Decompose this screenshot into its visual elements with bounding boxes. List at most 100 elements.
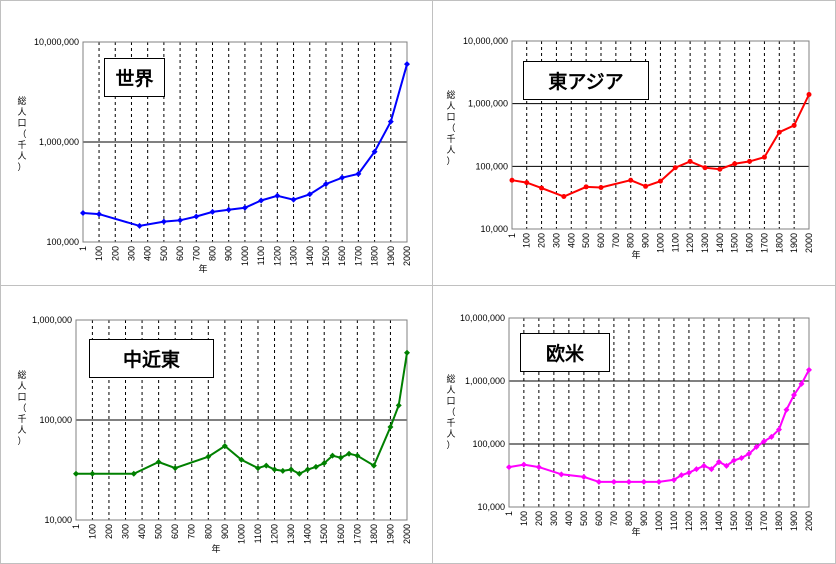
data-point [685, 469, 692, 476]
x-tick-label: 800 [624, 511, 634, 526]
data-point [355, 170, 362, 177]
x-tick-label: 1000 [240, 246, 250, 266]
data-point [693, 466, 700, 473]
y-axis-label: 総人口（千人） [446, 89, 455, 167]
x-tick-label: 1300 [700, 233, 710, 253]
x-axis-label: 年 [631, 249, 640, 261]
x-tick-label: 900 [641, 233, 651, 248]
data-point [404, 61, 410, 68]
data-point [628, 177, 634, 183]
x-tick-label: 1100 [253, 524, 263, 543]
x-tick-label: 900 [224, 246, 234, 261]
data-point [672, 165, 678, 171]
chart-panel-east-asia: 10,000 100,000 1,000,000 10,000,000 1 100 200 3… [433, 0, 836, 285]
data-point [745, 450, 752, 457]
x-tick-label: 1300 [286, 524, 296, 544]
x-tick-label: 1700 [759, 233, 769, 253]
x-tick-label: 600 [175, 246, 185, 261]
x-tick-label: 400 [564, 511, 574, 526]
x-tick-label: 1300 [289, 246, 299, 266]
data-point [700, 462, 707, 469]
data-point [708, 466, 715, 473]
x-tick-label: 800 [208, 246, 218, 261]
data-point [790, 391, 797, 398]
data-point [791, 122, 797, 128]
plot-frame [511, 40, 810, 230]
data-point [806, 366, 812, 373]
data-point [730, 457, 737, 464]
x-tick-label: 200 [537, 233, 547, 248]
x-tick-label: 700 [191, 246, 201, 261]
x-tick-label: 600 [596, 233, 606, 248]
x-tick-label: 1600 [745, 233, 755, 253]
data-point [387, 118, 394, 125]
x-tick-label: 1700 [759, 511, 769, 531]
data-point [640, 478, 647, 485]
chart-title: 中近東 [89, 339, 214, 378]
x-tick-label: 1900 [789, 511, 799, 531]
x-tick-label: 300 [126, 246, 136, 261]
x-tick-label: 1900 [386, 246, 396, 266]
x-tick-label: 1400 [714, 511, 724, 531]
x-tick-label: 1500 [730, 233, 740, 253]
data-point [539, 185, 545, 191]
data-point [404, 349, 410, 356]
data-point [321, 460, 328, 467]
x-tick-label: 1500 [319, 524, 329, 544]
data-point [346, 450, 353, 457]
y-tick-label: 10,000,000 [460, 313, 505, 323]
data-point [524, 180, 530, 186]
y-tick-label: 10,000 [477, 502, 505, 512]
x-tick-label: 1100 [670, 233, 680, 252]
data-point [354, 452, 361, 459]
chart-title: 欧米 [520, 333, 610, 372]
data-point [583, 184, 589, 190]
data-point [625, 478, 632, 485]
data-point [655, 478, 662, 485]
x-tick-label: 700 [187, 524, 197, 539]
x-tick-label: 2000 [402, 246, 412, 266]
x-tick-label: 1900 [789, 233, 799, 253]
data-point [209, 208, 216, 215]
data-point [687, 158, 693, 164]
x-tick-label: 1700 [352, 524, 362, 544]
data-point [561, 194, 567, 200]
x-tick-label: 200 [110, 246, 120, 261]
x-tick-label: 300 [549, 511, 559, 526]
x-axis-label: 年 [211, 543, 220, 555]
chart-panel-west: 10,000 100,000 1,000,000 10,000,000 1 100 200 3… [433, 286, 836, 564]
data-point [776, 129, 782, 135]
y-tick-label: 10,000,000 [34, 37, 79, 47]
x-tick-label: 800 [626, 233, 636, 248]
x-tick-label: 2000 [804, 233, 814, 253]
data-point [753, 443, 760, 450]
data-point [732, 161, 738, 167]
x-tick-label: 1000 [654, 511, 664, 531]
data-point [715, 458, 722, 465]
data-point [241, 204, 248, 211]
data-point [558, 471, 565, 478]
x-tick-label: 500 [579, 511, 589, 526]
x-tick-label: 500 [581, 233, 591, 248]
x-tick-label: 1500 [729, 511, 739, 531]
data-point [274, 192, 281, 199]
plot-frame [82, 41, 408, 243]
data-point [312, 463, 319, 470]
data-point [271, 466, 278, 473]
data-point [520, 461, 527, 468]
data-point [306, 191, 313, 198]
data-point [339, 174, 346, 181]
data-point [702, 165, 708, 171]
x-tick-label: 1100 [669, 511, 679, 530]
data-point [598, 184, 604, 190]
x-tick-label: 1700 [353, 246, 363, 266]
x-axis-label: 年 [198, 263, 207, 275]
data-point [775, 426, 782, 433]
data-point [670, 476, 677, 483]
x-tick-label: 2000 [804, 511, 814, 531]
data-point [160, 218, 167, 225]
plot-frame [75, 319, 408, 521]
